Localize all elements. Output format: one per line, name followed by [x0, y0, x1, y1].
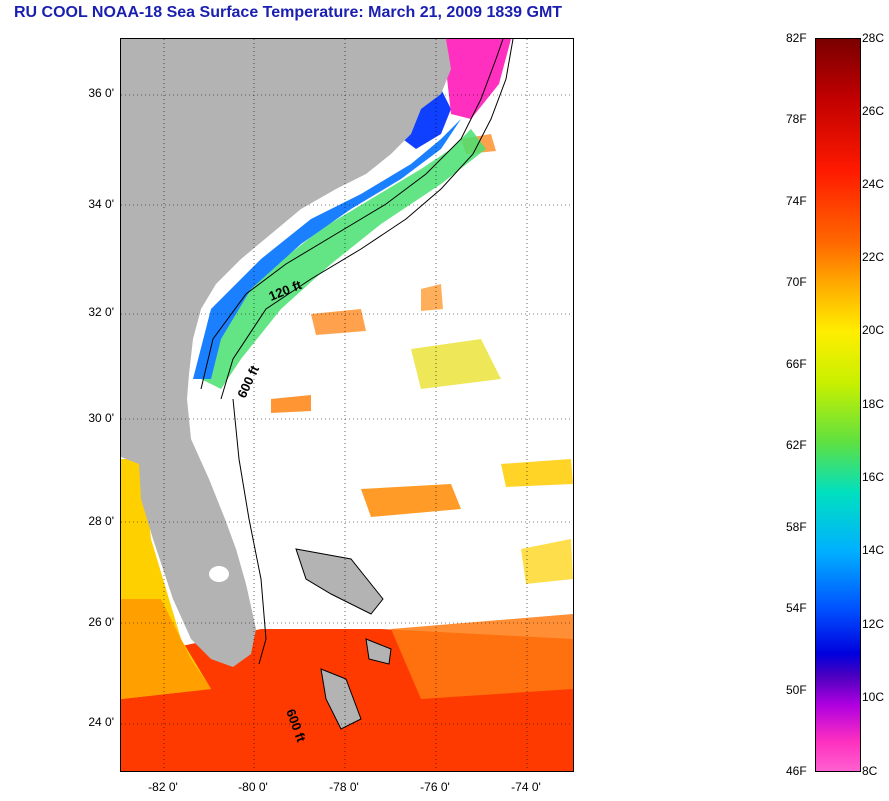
- lat-label-26: 26 0': [88, 615, 114, 629]
- colorbar-f-label: 66F: [786, 357, 807, 371]
- offshore-patch: [271, 395, 311, 413]
- lon-label-82: -82 0': [148, 780, 178, 794]
- colorbar-c-label: 20C: [862, 323, 885, 337]
- bahamas-island: [365, 638, 392, 665]
- bahamas-island: [320, 668, 362, 730]
- land-mass: [121, 39, 451, 667]
- grid-lines: [121, 39, 573, 771]
- colorbar-f-label: 82F: [786, 31, 807, 45]
- lon-label-80: -80 0': [238, 780, 268, 794]
- colorbar-f-label: 78F: [786, 112, 807, 126]
- colorbar-f-label: 74F: [786, 194, 807, 208]
- lake-okeechobee: [209, 566, 229, 582]
- colorbar-c-label: 8C: [862, 764, 878, 778]
- colorbar-c-label: 16C: [862, 470, 885, 484]
- isobath-120ft: [200, 39, 504, 390]
- offshore-patch: [311, 309, 366, 335]
- colorbar-f-label: 46F: [786, 764, 807, 778]
- gulf-orange-patch: [121, 599, 211, 699]
- colorbar-c-label: 22C: [862, 250, 885, 264]
- sst-map: 120 ft 600 ft 600 ft: [120, 38, 574, 772]
- lat-label-32: 32 0': [88, 305, 114, 319]
- isobath-florida: [232, 398, 267, 665]
- isobath-600ft: [220, 39, 514, 400]
- colorbar-c-label: 24C: [862, 177, 885, 191]
- offshore-patch: [361, 484, 461, 517]
- colorbar-c-label: 28C: [862, 31, 885, 45]
- coastal-green-band: [201, 129, 486, 389]
- orange-water-region: [391, 614, 573, 699]
- lat-label-24: 24 0': [88, 715, 114, 729]
- colorbar-f-label: 50F: [786, 683, 807, 697]
- colorbar-f-label: 62F: [786, 438, 807, 452]
- lat-label-34: 34 0': [88, 197, 114, 211]
- colorbar-f-label: 58F: [786, 520, 807, 534]
- colorbar-c-label: 12C: [862, 617, 885, 631]
- colorbar-c-label: 10C: [862, 690, 885, 704]
- offshore-patch: [421, 284, 443, 311]
- lon-label-76: -76 0': [420, 780, 450, 794]
- colorbar-c-label: 14C: [862, 543, 885, 557]
- sst-map-canvas: 120 ft 600 ft 600 ft: [121, 39, 573, 771]
- coastal-blue-band: [193, 119, 461, 379]
- colorbar-f-label: 54F: [786, 601, 807, 615]
- colorbar-c-label: 26C: [862, 104, 885, 118]
- bahamas-island: [295, 548, 384, 615]
- lat-label-30: 30 0': [88, 411, 114, 425]
- lon-label-78: -78 0': [329, 780, 359, 794]
- map-title: RU COOL NOAA-18 Sea Surface Temperature:…: [14, 4, 563, 21]
- offshore-patch: [501, 459, 573, 487]
- temperature-colorbar: [815, 38, 861, 772]
- colorbar-f-label: 70F: [786, 275, 807, 289]
- cold-water-region: [441, 39, 511, 119]
- isobath-label-600: 600 ft: [234, 363, 262, 401]
- offshore-patch: [411, 339, 501, 389]
- offshore-patch: [521, 539, 573, 584]
- lat-label-36: 36 0': [88, 86, 114, 100]
- lon-label-74: -74 0': [511, 780, 541, 794]
- colorbar-c-label: 18C: [862, 397, 885, 411]
- lat-label-28: 28 0': [88, 514, 114, 528]
